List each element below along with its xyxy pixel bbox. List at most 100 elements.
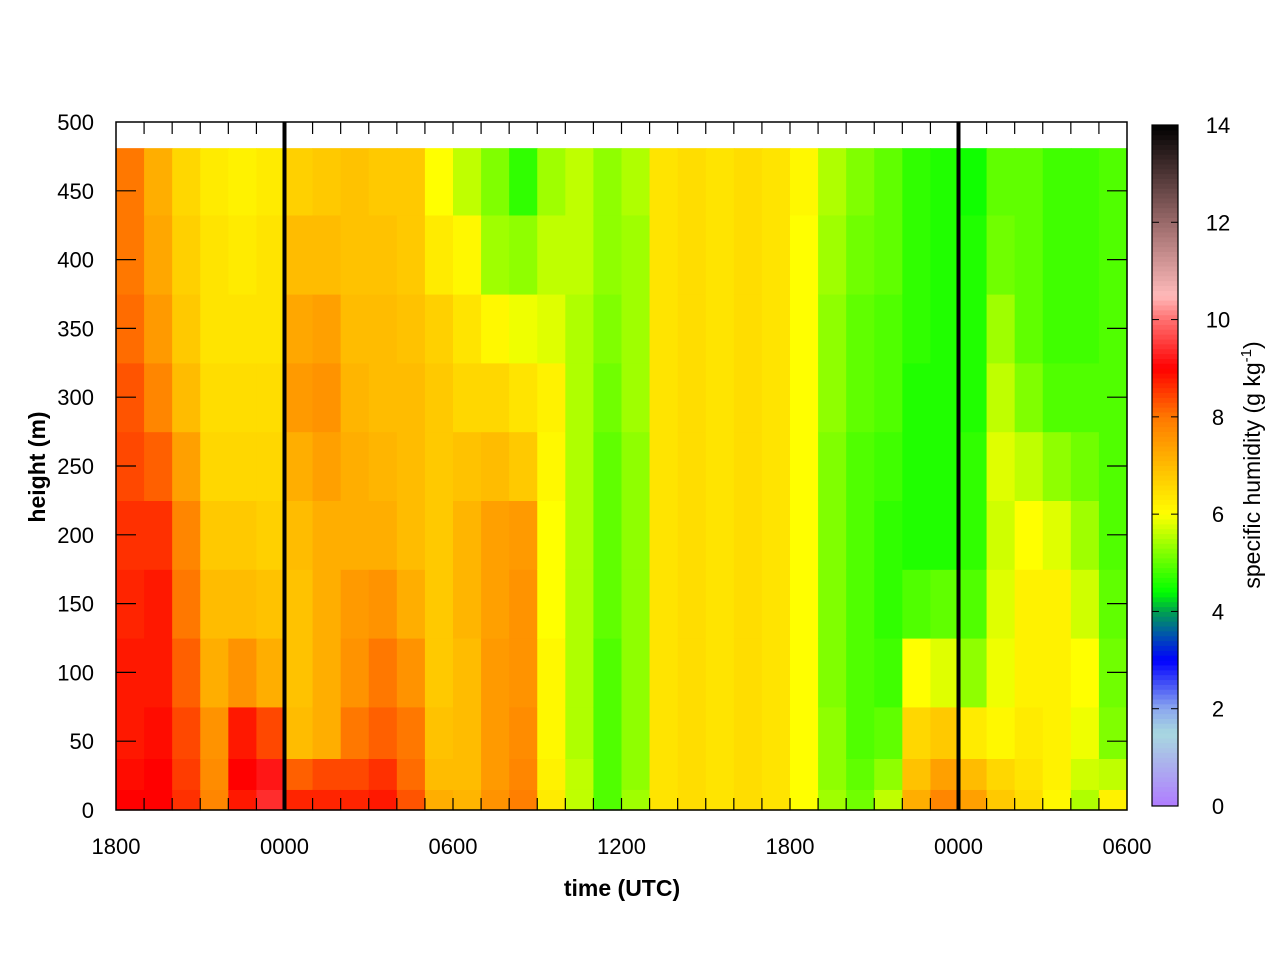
heatmap-cell: [312, 706, 342, 759]
colorbar-swatch: [1152, 300, 1178, 306]
colorbar-swatch: [1152, 266, 1178, 272]
heatmap-cell: [1070, 569, 1100, 639]
colorbar-swatch: [1152, 504, 1178, 510]
heatmap-cell: [761, 569, 791, 639]
colorbar-swatch: [1152, 377, 1178, 384]
colorbar-swatch: [1152, 144, 1178, 150]
heatmap-cell: [761, 431, 791, 501]
heatmap-cell: [312, 214, 342, 295]
heatmap-cell: [593, 214, 623, 295]
heatmap-cell: [256, 431, 286, 501]
colorbar-swatch: [1152, 421, 1178, 428]
heatmap-cell: [368, 789, 398, 811]
colorbar-swatch: [1152, 183, 1178, 189]
heatmap-cell: [284, 569, 314, 639]
heatmap-cell: [902, 148, 932, 216]
heatmap-cell: [1098, 758, 1128, 790]
heatmap-cell: [846, 362, 875, 433]
heatmap-cell: [677, 789, 707, 811]
y-tick-label: 50: [70, 729, 94, 754]
heatmap-cell: [481, 148, 510, 216]
heatmap-cell: [565, 789, 595, 811]
heatmap-cell: [874, 431, 903, 501]
heatmap-cell: [846, 431, 875, 501]
heatmap-cell: [172, 431, 201, 501]
heatmap-cell: [368, 294, 398, 364]
colorbar-swatch: [1152, 650, 1178, 656]
heatmap-cell: [312, 294, 342, 364]
heatmap-cell: [874, 214, 903, 295]
heatmap-cell: [172, 789, 201, 811]
heatmap-cell: [312, 500, 342, 570]
colorbar-swatch: [1152, 295, 1178, 301]
heatmap-cell: [537, 294, 566, 364]
heatmap-cell: [340, 148, 370, 216]
colorbar-swatch: [1152, 436, 1178, 442]
heatmap-cell: [1014, 148, 1044, 216]
y-tick-label: 350: [57, 316, 94, 341]
heatmap-cell: [284, 758, 314, 790]
colorbar-swatch: [1152, 523, 1178, 530]
heatmap-cell: [312, 148, 342, 216]
heatmap-cell: [509, 638, 538, 708]
heatmap-cell: [621, 362, 651, 433]
colorbar-swatch: [1152, 256, 1178, 262]
heatmap-cell: [930, 362, 960, 433]
heatmap-cell: [284, 500, 314, 570]
colorbar-swatch: [1152, 173, 1178, 180]
heatmap-cell: [144, 638, 173, 708]
heatmap-cell: [537, 500, 566, 570]
heatmap-cell: [256, 638, 286, 708]
heatmap-cell: [677, 569, 707, 639]
heatmap-cell: [874, 638, 903, 708]
heatmap-cell: [986, 758, 1016, 790]
colorbar-swatch: [1152, 188, 1178, 194]
heatmap-cell: [565, 706, 595, 759]
colorbar-swatch: [1152, 728, 1178, 734]
heatmap-cell: [733, 431, 763, 501]
heatmap-cell: [228, 500, 258, 570]
heatmap-cell: [1014, 500, 1044, 570]
heatmap-cell: [453, 362, 482, 433]
heatmap-cell: [256, 569, 286, 639]
heatmap-cell: [790, 294, 819, 364]
heatmap-cell: [930, 294, 960, 364]
heatmap-cell: [200, 500, 229, 570]
colorbar-swatch: [1152, 139, 1178, 145]
heatmap-cell: [396, 758, 426, 790]
heatmap-cells: [116, 148, 1128, 811]
heatmap-cell: [846, 706, 875, 759]
heatmap-cell: [200, 569, 229, 639]
heatmap-cell: [649, 362, 679, 433]
heatmap-cell: [144, 500, 173, 570]
colorbar-swatch: [1152, 407, 1178, 413]
heatmap-cell: [733, 789, 763, 811]
heatmap-cell: [818, 148, 847, 216]
heatmap-cell: [565, 294, 595, 364]
colorbar-swatch: [1152, 134, 1178, 141]
heatmap-cell: [424, 706, 454, 759]
heatmap-cell: [340, 362, 370, 433]
heatmap-cell: [368, 706, 398, 759]
colorbar-tick-label: 12: [1206, 210, 1230, 235]
colorbar-swatch: [1152, 591, 1178, 598]
x-tick-label: 1800: [766, 834, 815, 859]
heatmap-cell: [228, 362, 258, 433]
colorbar-swatch: [1152, 193, 1178, 199]
colorbar-swatch: [1152, 270, 1178, 277]
heatmap-cell: [677, 758, 707, 790]
axes: 1800 0000 0600 1200 1800 0000 0600 0 50 100 150 200…: [57, 110, 1151, 859]
colorbar-swatch: [1152, 343, 1178, 350]
heatmap-cell: [453, 214, 482, 295]
heatmap-cell: [818, 758, 847, 790]
colorbar-swatch: [1152, 587, 1178, 593]
heatmap-cell: [424, 789, 454, 811]
x-axis-label: time (UTC): [564, 875, 680, 901]
colorbar-label: specific humidity (g kg-1): [1238, 341, 1265, 588]
colorbar-tick-label: 14: [1206, 113, 1230, 138]
y-axis-label: height (m): [24, 411, 50, 522]
heatmap-cell: [228, 758, 258, 790]
colorbar-swatch: [1152, 771, 1178, 778]
x-tick-label: 0000: [260, 834, 309, 859]
heatmap-cell: [790, 500, 819, 570]
